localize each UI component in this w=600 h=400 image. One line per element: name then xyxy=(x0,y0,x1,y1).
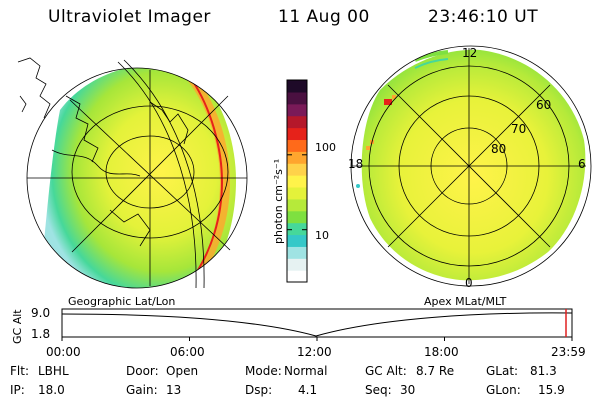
status-glon-value: 15.9 xyxy=(538,383,565,397)
colorbar-segment xyxy=(287,222,307,236)
mlt-label-18: 18 xyxy=(348,157,364,171)
status-glat-value: 81.3 xyxy=(530,364,557,378)
colorbar-segment xyxy=(287,91,307,105)
time-tick-2359: 23:59 xyxy=(551,345,586,359)
time-tick-1800: 18:00 xyxy=(424,345,459,359)
status-door-value: Open xyxy=(166,364,199,378)
status-glon-label: GLon: xyxy=(486,383,521,397)
app-title: Ultraviolet Imager xyxy=(48,7,211,27)
altitude-ytick-low: 1.8 xyxy=(31,327,51,341)
polar-image xyxy=(350,45,592,287)
altitude-plot xyxy=(61,308,573,341)
mlat-label-80: 80 xyxy=(491,142,507,156)
colorbar-segment xyxy=(287,270,307,283)
time-tick-0600: 06:00 xyxy=(170,345,205,359)
colorbar-segment xyxy=(287,210,307,224)
colorbar-unit-label: photon cm⁻²s⁻¹ xyxy=(272,158,285,244)
mlt-label-12: 12 xyxy=(462,46,478,60)
status-gcalt-value: 8.7 Re xyxy=(416,364,455,378)
status-door-label: Door: xyxy=(126,364,159,378)
observation-time: 23:46:10 UT xyxy=(428,7,539,27)
time-tick-0000: 00:00 xyxy=(46,345,81,359)
geographic-panel-label: Geographic Lat/Lon xyxy=(68,295,176,308)
status-dsp-label: Dsp: xyxy=(245,383,273,397)
colorbar-segment xyxy=(287,115,307,129)
colorbar-segment xyxy=(287,234,307,247)
mlt-label-6: 6 xyxy=(578,157,586,171)
geographic-image xyxy=(17,57,248,289)
mlat-label-60: 60 xyxy=(536,98,552,112)
colorbar-segment xyxy=(287,103,307,117)
status-gain-label: Gain: xyxy=(126,383,158,397)
status-mode-value: Normal xyxy=(284,364,328,378)
colorbar-segment xyxy=(287,246,307,259)
status-flt-value: LBHL xyxy=(38,364,69,378)
status-seq-label: Seq: xyxy=(365,383,392,397)
colorbar-segment xyxy=(287,139,307,152)
colorbar-frame xyxy=(286,79,308,283)
mlt-label-0: 0 xyxy=(465,276,473,290)
status-gain-value: 13 xyxy=(166,383,182,397)
status-ip-value: 18.0 xyxy=(38,383,65,397)
apex-panel-label: Apex MLat/MLT xyxy=(424,295,507,308)
colorbar-tick-100: 100 xyxy=(315,141,336,154)
colorbar-segment xyxy=(287,186,307,200)
observation-date: 11 Aug 00 xyxy=(278,7,370,27)
colorbar-segment xyxy=(287,127,307,141)
colorbar-segment xyxy=(287,163,307,176)
altitude-ylabel: GC Alt xyxy=(11,309,24,344)
status-mode-label: Mode: xyxy=(245,364,282,378)
altitude-ytick-high: 9.0 xyxy=(31,306,51,320)
status-gcalt-label: GC Alt: xyxy=(365,364,407,378)
colorbar-segment xyxy=(287,151,307,164)
status-flt-label: Flt: xyxy=(10,364,29,378)
colorbar-segment xyxy=(287,80,307,93)
status-dsp-value: 4.1 xyxy=(298,383,318,397)
time-tick-1200: 12:00 xyxy=(297,345,332,359)
colorbar xyxy=(286,79,308,283)
status-ip-label: IP: xyxy=(10,383,25,397)
colorbar-segment xyxy=(287,258,307,271)
status-glat-label: GLat: xyxy=(486,364,519,378)
status-seq-value: 30 xyxy=(400,383,416,397)
colorbar-segment xyxy=(287,175,307,188)
mlat-label-70: 70 xyxy=(511,122,527,136)
colorbar-segment xyxy=(287,198,307,212)
colorbar-tick-10: 10 xyxy=(315,229,329,242)
